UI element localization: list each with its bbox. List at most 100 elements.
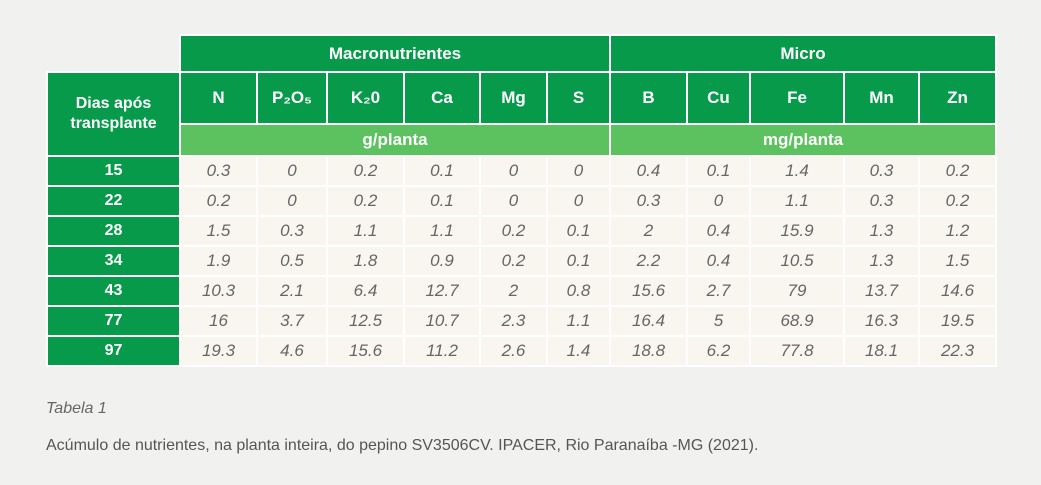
value-cell: 12.5	[326, 305, 405, 337]
day-cell: 22	[46, 185, 181, 217]
nutrient-table: Macronutrientes Micro Dias após transpla…	[46, 34, 997, 367]
column-header: Mg	[479, 71, 548, 125]
value-cell: 0.1	[546, 215, 611, 247]
value-cell: 4.6	[256, 335, 328, 367]
value-cell: 0.1	[403, 185, 481, 217]
value-cell: 0	[686, 185, 751, 217]
value-cell: 0.3	[256, 215, 328, 247]
value-cell: 22.3	[918, 335, 997, 367]
row-header-title: Dias após transplante	[46, 71, 181, 157]
value-cell: 0.2	[918, 155, 997, 187]
value-cell: 79	[749, 275, 845, 307]
unit-header: mg/planta	[609, 123, 997, 157]
group-header: Macronutrientes	[179, 34, 611, 73]
table-row: 77 16 3.7 12.5 10.7 2.3 1.1 16.4 5 68.9 16.3 19.5	[46, 305, 997, 337]
value-cell: 0	[546, 185, 611, 217]
value-cell: 2	[609, 215, 688, 247]
day-cell: 34	[46, 245, 181, 277]
empty-corner	[47, 35, 181, 73]
value-cell: 2.2	[609, 245, 688, 277]
value-cell: 0.4	[686, 215, 751, 247]
column-header: Fe	[749, 71, 845, 125]
column-header: Cu	[686, 71, 751, 125]
table-row: 28 1.5 0.3 1.1 1.1 0.2 0.1 2 0.4 15.9 1.3 1.2	[46, 215, 997, 247]
table-row: 97 19.3 4.6 15.6 11.2 2.6 1.4 18.8 6.2 77.8 18.1 22…	[46, 335, 997, 367]
value-cell: 1.1	[326, 215, 405, 247]
column-header: P₂O₅	[256, 71, 328, 125]
value-cell: 1.3	[843, 215, 920, 247]
value-cell: 0.2	[179, 185, 258, 217]
day-cell: 28	[46, 215, 181, 247]
value-cell: 16.4	[609, 305, 688, 337]
value-cell: 0	[546, 155, 611, 187]
value-cell: 0.1	[403, 155, 481, 187]
column-header: B	[609, 71, 688, 125]
table-row: 15 0.3 0 0.2 0.1 0 0 0.4 0.1 1.4 0.3 0.2	[46, 155, 997, 187]
value-cell: 11.2	[403, 335, 481, 367]
table-body: 15 0.3 0 0.2 0.1 0 0 0.4 0.1 1.4 0.3 0.2 22 0.2 0 0.2 0.…	[46, 155, 997, 367]
value-cell: 10.5	[749, 245, 845, 277]
value-cell: 0.4	[686, 245, 751, 277]
value-cell: 3.7	[256, 305, 328, 337]
value-cell: 18.8	[609, 335, 688, 367]
unit-header: g/planta	[179, 123, 611, 157]
value-cell: 0.5	[256, 245, 328, 277]
value-cell: 0.3	[179, 155, 258, 187]
value-cell: 2.7	[686, 275, 751, 307]
value-cell: 6.4	[326, 275, 405, 307]
value-cell: 16	[179, 305, 258, 337]
column-header: K₂0	[326, 71, 405, 125]
value-cell: 0.3	[843, 155, 920, 187]
value-cell: 0.8	[546, 275, 611, 307]
column-header: N	[179, 71, 258, 125]
value-cell: 0.2	[918, 185, 997, 217]
column-header: Zn	[918, 71, 997, 125]
value-cell: 0.2	[326, 155, 405, 187]
value-cell: 0.3	[609, 185, 688, 217]
caption-text: Acúmulo de nutrientes, na planta inteira…	[46, 437, 759, 454]
table-row: 34 1.9 0.5 1.8 0.9 0.2 0.1 2.2 0.4 10.5 1.3 1.5	[46, 245, 997, 277]
value-cell: 18.1	[843, 335, 920, 367]
value-cell: 15.9	[749, 215, 845, 247]
value-cell: 1.4	[546, 335, 611, 367]
value-cell: 0	[479, 185, 548, 217]
value-cell: 0.1	[546, 245, 611, 277]
value-cell: 0.4	[609, 155, 688, 187]
value-cell: 0.1	[686, 155, 751, 187]
value-cell: 2.3	[479, 305, 548, 337]
value-cell: 10.7	[403, 305, 481, 337]
value-cell: 13.7	[843, 275, 920, 307]
value-cell: 77.8	[749, 335, 845, 367]
group-header: Micro	[609, 34, 997, 73]
day-cell: 97	[46, 335, 181, 367]
table-row: 43 10.3 2.1 6.4 12.7 2 0.8 15.6 2.7 79 13.7 14.6	[46, 275, 997, 307]
value-cell: 1.9	[179, 245, 258, 277]
value-cell: 19.3	[179, 335, 258, 367]
value-cell: 1.1	[749, 185, 845, 217]
value-cell: 10.3	[179, 275, 258, 307]
value-cell: 6.2	[686, 335, 751, 367]
value-cell: 1.1	[546, 305, 611, 337]
value-cell: 5	[686, 305, 751, 337]
value-cell: 1.5	[179, 215, 258, 247]
value-cell: 2.6	[479, 335, 548, 367]
value-cell: 1.8	[326, 245, 405, 277]
value-cell: 0.2	[479, 245, 548, 277]
value-cell: 0	[256, 155, 328, 187]
value-cell: 1.1	[403, 215, 481, 247]
value-cell: 0.9	[403, 245, 481, 277]
value-cell: 16.3	[843, 305, 920, 337]
value-cell: 15.6	[609, 275, 688, 307]
value-cell: 12.7	[403, 275, 481, 307]
value-cell: 1.2	[918, 215, 997, 247]
value-cell: 0	[256, 185, 328, 217]
value-cell: 68.9	[749, 305, 845, 337]
caption-label: Tabela 1	[46, 400, 107, 417]
value-cell: 1.3	[843, 245, 920, 277]
day-cell: 43	[46, 275, 181, 307]
value-cell: 14.6	[918, 275, 997, 307]
value-cell: 1.4	[749, 155, 845, 187]
value-cell: 19.5	[918, 305, 997, 337]
column-header: Ca	[403, 71, 481, 125]
value-cell: 0	[479, 155, 548, 187]
